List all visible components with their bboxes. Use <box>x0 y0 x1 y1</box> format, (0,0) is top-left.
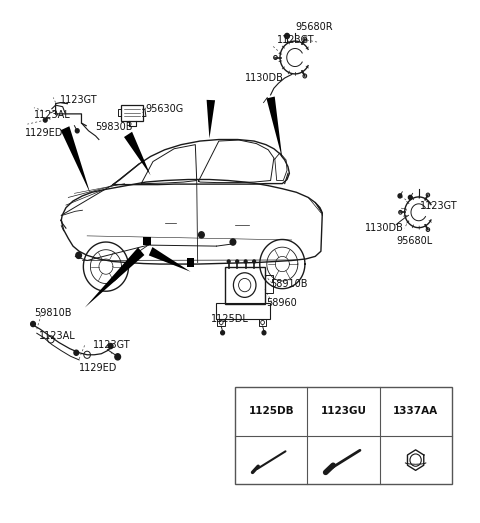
Text: 1123GT: 1123GT <box>93 339 131 349</box>
Polygon shape <box>206 100 215 139</box>
Circle shape <box>75 129 79 133</box>
Bar <box>187 258 194 267</box>
Circle shape <box>398 194 402 198</box>
Circle shape <box>43 118 47 122</box>
Circle shape <box>408 196 412 199</box>
Text: 1123AL: 1123AL <box>34 110 71 120</box>
Text: 1123GT: 1123GT <box>60 95 98 105</box>
Text: 1125DL: 1125DL <box>211 314 249 324</box>
Text: 1125DB: 1125DB <box>249 406 294 416</box>
Circle shape <box>230 239 236 245</box>
Polygon shape <box>60 126 90 194</box>
Text: 1129ED: 1129ED <box>24 128 63 139</box>
Bar <box>216 302 270 319</box>
Circle shape <box>236 260 239 263</box>
Text: 58960: 58960 <box>266 298 297 308</box>
Text: 59830B: 59830B <box>95 122 132 132</box>
Bar <box>225 267 265 303</box>
Text: 95630G: 95630G <box>145 104 183 114</box>
Bar <box>143 237 151 245</box>
Text: 1130DB: 1130DB <box>365 223 404 233</box>
Circle shape <box>262 331 266 335</box>
Circle shape <box>76 252 82 258</box>
Bar <box>265 275 274 293</box>
Text: 58910B: 58910B <box>270 279 308 289</box>
Text: 59810B: 59810B <box>34 308 72 318</box>
Bar <box>235 387 452 484</box>
Text: 1130DB: 1130DB <box>245 73 284 83</box>
Circle shape <box>252 260 255 263</box>
Polygon shape <box>124 132 151 175</box>
Text: 95680R: 95680R <box>296 22 333 32</box>
Circle shape <box>199 232 204 238</box>
Circle shape <box>74 350 79 355</box>
Polygon shape <box>266 97 282 159</box>
Text: 1337AA: 1337AA <box>393 406 438 416</box>
Circle shape <box>221 331 225 335</box>
Polygon shape <box>85 247 144 308</box>
Circle shape <box>115 354 120 360</box>
Circle shape <box>108 344 113 349</box>
Circle shape <box>31 322 36 326</box>
Text: 1123GU: 1123GU <box>321 406 367 416</box>
Circle shape <box>413 457 418 463</box>
Bar <box>217 319 225 326</box>
Polygon shape <box>149 247 191 272</box>
Circle shape <box>244 260 247 263</box>
Circle shape <box>228 260 230 263</box>
Text: 1123GT: 1123GT <box>420 201 457 211</box>
Bar <box>259 319 266 326</box>
Text: 1123AL: 1123AL <box>39 331 75 341</box>
Text: 1129ED: 1129ED <box>79 363 118 373</box>
Bar <box>121 105 143 120</box>
Circle shape <box>285 33 289 39</box>
Text: 1123GT: 1123GT <box>276 35 314 45</box>
Text: 95680L: 95680L <box>396 236 432 246</box>
